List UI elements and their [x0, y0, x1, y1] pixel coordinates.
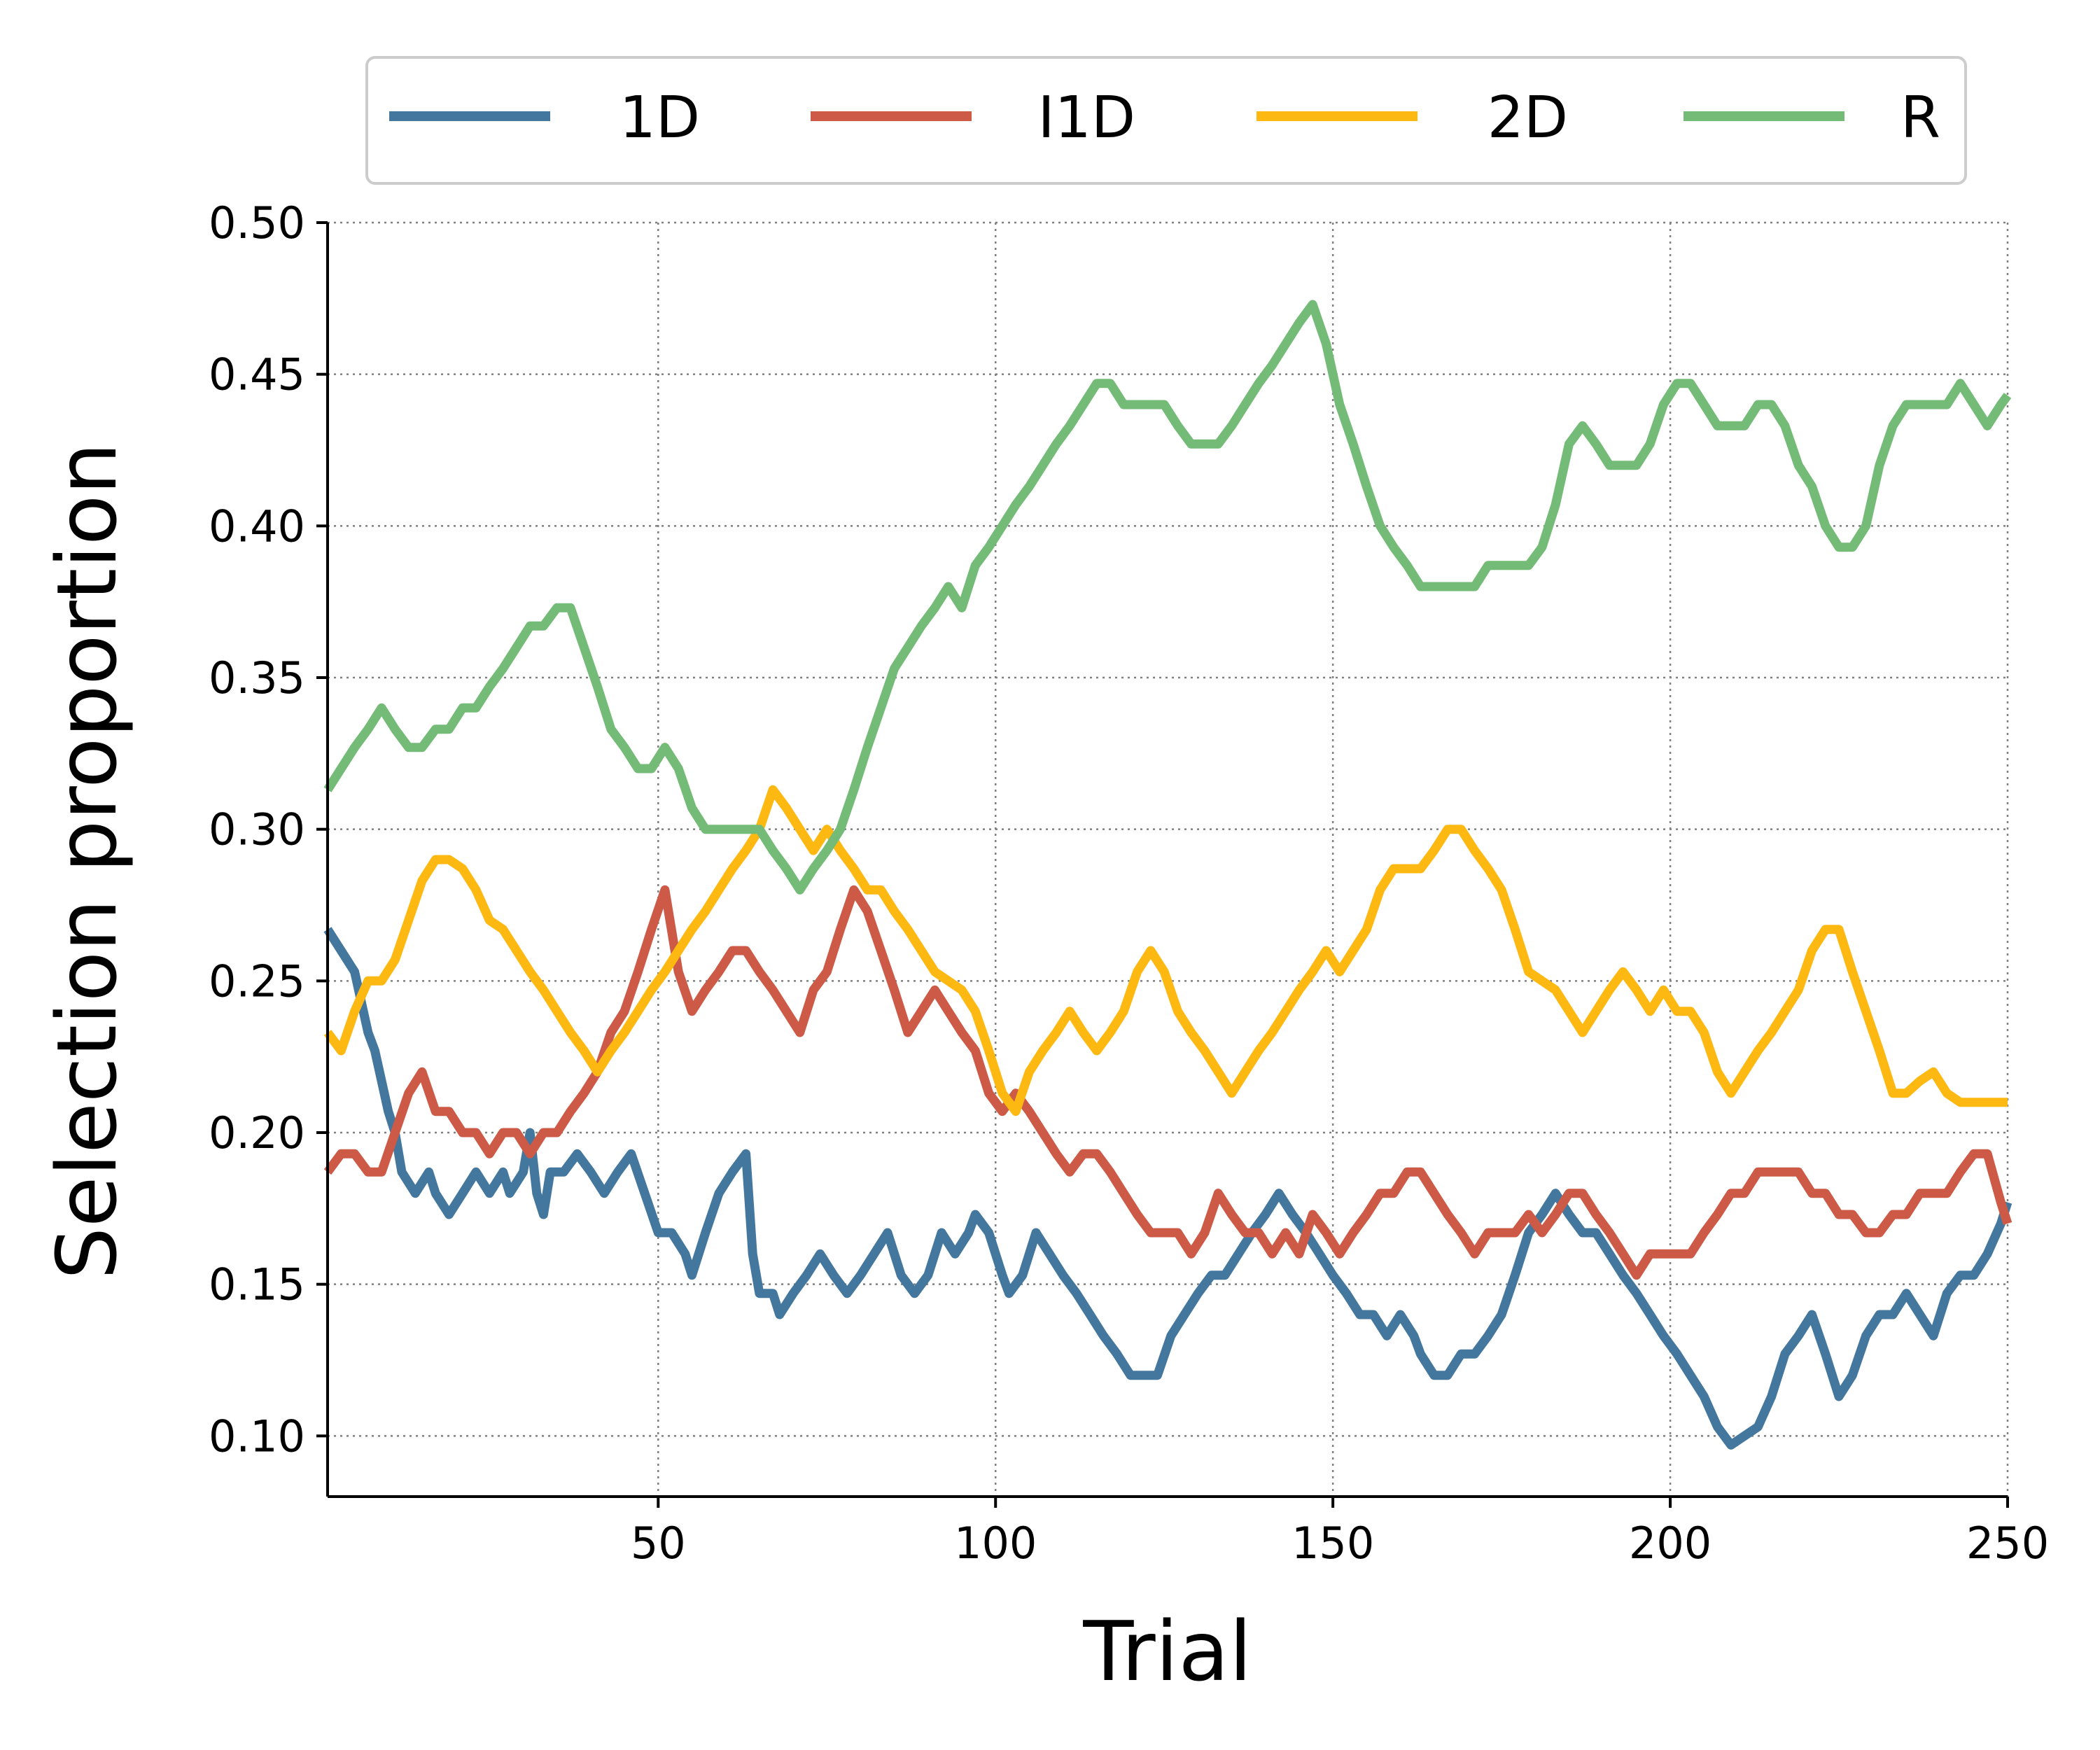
legend-label-1d: 1D — [620, 85, 700, 151]
y-tick-label: 0.25 — [209, 955, 305, 1007]
y-tick-label: 0.10 — [209, 1410, 305, 1462]
series-line-r — [323, 300, 2012, 895]
x-tick-label: 250 — [1966, 1518, 2049, 1569]
series-line-i1d — [323, 885, 2012, 1280]
x-axis-title: Trial — [1082, 1603, 1252, 1700]
series-lines — [323, 300, 2012, 1450]
series-line-1d — [323, 927, 2012, 1450]
y-tick-label: 0.30 — [209, 804, 305, 855]
y-tick-label: 0.45 — [209, 349, 305, 400]
legend: 1D I1D 2D R — [365, 56, 1967, 185]
x-tick-label: 200 — [1629, 1518, 1712, 1569]
x-tick-label: 50 — [631, 1518, 686, 1569]
x-tick-label: 100 — [954, 1518, 1037, 1569]
y-tick-label: 0.40 — [209, 500, 305, 552]
legend-label-r: R — [1900, 85, 1940, 151]
legend-label-i1d: I1D — [1038, 85, 1136, 151]
legend-box — [365, 56, 1967, 185]
x-tick-label: 150 — [1292, 1518, 1374, 1569]
series-line-2d — [323, 785, 2008, 1116]
y-tick-label: 0.20 — [209, 1107, 305, 1158]
tick-marks: 50 100 150 200 250 0.10 0.15 0.20 0.25 0.30 0.35 0.… — [209, 197, 2049, 1569]
y-tick-label: 0.50 — [209, 197, 305, 248]
y-tick-label: 0.35 — [209, 652, 305, 704]
legend-label-2d: 2D — [1488, 85, 1568, 151]
y-tick-label: 0.15 — [209, 1259, 305, 1310]
y-axis-title: Selection proportion — [38, 442, 135, 1280]
